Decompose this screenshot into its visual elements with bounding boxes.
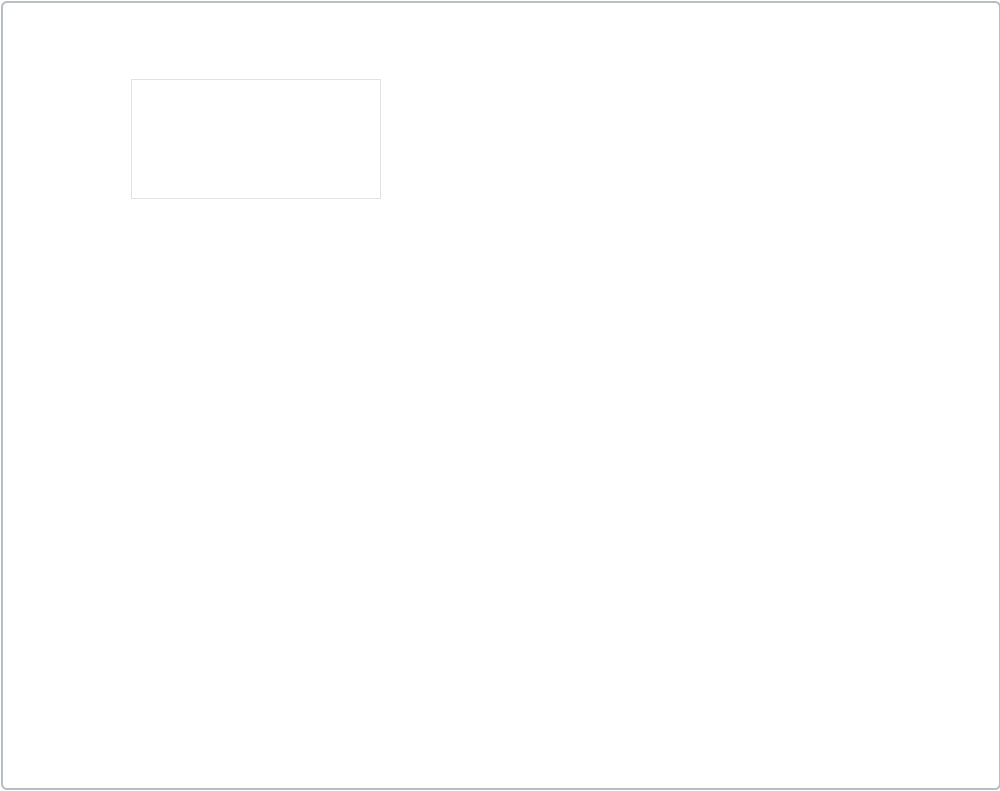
legend-item-non-eco xyxy=(146,135,366,148)
legend-item-low-softening xyxy=(146,115,366,128)
low-softening-dot-icon xyxy=(353,115,366,128)
special-crown-dot-icon xyxy=(353,175,366,188)
legend-item-special-flint xyxy=(146,155,366,168)
eco-glass-dot-icon xyxy=(353,95,366,108)
non-eco-dot-icon xyxy=(353,135,366,148)
special-flint-dot-icon xyxy=(353,155,366,168)
legend-item-special-crown xyxy=(146,175,366,188)
legend-item-eco xyxy=(146,95,366,108)
chart-legend xyxy=(131,79,381,199)
